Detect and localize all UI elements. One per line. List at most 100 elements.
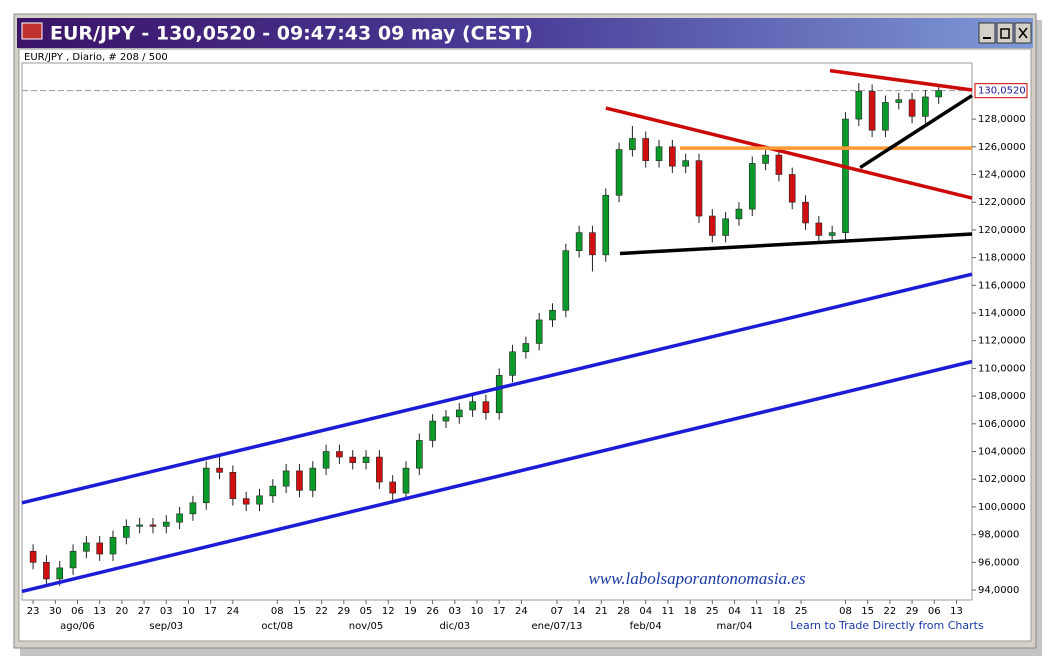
candle-body	[282, 470, 290, 487]
candle-body	[269, 485, 277, 497]
x-tick-label: 24	[515, 606, 528, 617]
candle-body	[775, 154, 783, 175]
x-tick-label: 29	[906, 606, 919, 617]
candle-body	[416, 440, 423, 469]
candle-body	[575, 232, 583, 251]
candle-body	[868, 91, 876, 131]
candle-body	[669, 146, 676, 167]
x-tick-label: 08	[271, 606, 284, 617]
x-tick-label: 06	[71, 606, 84, 617]
x-tick-label: 14	[573, 606, 586, 617]
candle-body	[202, 467, 210, 504]
y-tick-label: 96,0000	[978, 557, 1019, 568]
x-tick-label: 04	[639, 606, 652, 617]
candle-body	[642, 138, 650, 161]
candle-body	[842, 118, 849, 233]
minimize-button[interactable]	[978, 22, 996, 44]
candle-body	[322, 451, 330, 469]
plot-area	[21, 62, 973, 601]
x-tick-label: 30	[49, 606, 62, 617]
candle-body	[376, 456, 383, 483]
candle-body	[29, 550, 37, 563]
x-tick-label: 13	[93, 606, 106, 617]
x-tick-label: 06	[928, 606, 941, 617]
candle-body	[495, 375, 503, 414]
candle-body	[69, 550, 77, 569]
candle-body	[136, 524, 143, 527]
x-tick-label: 08	[839, 606, 852, 617]
x-tick-label: 17	[493, 606, 506, 617]
candle-body	[855, 91, 863, 120]
trend-line	[829, 68, 973, 92]
x-tick-label: 10	[471, 606, 484, 617]
month-label: dic/03	[439, 621, 470, 632]
candle-body	[296, 470, 303, 491]
x-tick-label: 04	[728, 606, 741, 617]
x-tick-label: 20	[116, 606, 129, 617]
window-title: EUR/JPY - 130,0520 - 09:47:43 09 may (CE…	[50, 23, 533, 45]
candle-body	[429, 420, 436, 441]
candle-body	[629, 138, 636, 150]
footer-link[interactable]: Learn to Trade Directly from Charts	[790, 619, 984, 632]
y-tick-label: 110,0000	[978, 363, 1026, 374]
candle-body	[788, 174, 796, 203]
candle-body	[189, 502, 197, 515]
candle-body	[908, 99, 916, 117]
y-tick-label: 104,0000	[978, 447, 1026, 458]
candle-body	[43, 562, 50, 580]
x-tick-label: 25	[706, 606, 719, 617]
candle-body	[442, 416, 450, 422]
candle-body	[535, 319, 543, 344]
month-label: mar/04	[716, 621, 752, 632]
trend-line	[619, 232, 973, 256]
candle-body	[109, 537, 117, 555]
candle-body	[589, 232, 596, 256]
last-price-label: 130,0520	[978, 86, 1026, 97]
candle-body	[229, 471, 237, 499]
y-tick-label: 114,0000	[978, 308, 1026, 319]
x-tick-label: 27	[138, 606, 151, 617]
candle-body	[469, 401, 476, 411]
trend-line	[21, 272, 973, 505]
x-tick-label: 22	[884, 606, 897, 617]
month-label: nov/05	[349, 621, 383, 632]
candle-body	[96, 542, 103, 555]
candle-body	[522, 343, 530, 353]
candle-body	[695, 160, 703, 217]
month-label: oct/08	[261, 621, 293, 632]
window-buttons[interactable]	[978, 22, 1032, 44]
chart-subtitle: EUR/JPY , Diario, # 208 / 500	[24, 52, 168, 63]
x-tick-label: 23	[27, 606, 40, 617]
x-tick-label: 13	[950, 606, 963, 617]
candle-body	[56, 567, 64, 580]
y-tick-label: 120,0000	[978, 225, 1026, 236]
candle-body	[549, 309, 556, 321]
candle-body	[336, 451, 343, 458]
y-tick-label: 102,0000	[978, 474, 1026, 485]
candle-body	[256, 495, 263, 505]
candle-body	[402, 467, 410, 494]
y-tick-label: 94,0000	[978, 585, 1019, 596]
x-tick-label: 03	[448, 606, 461, 617]
restore-button[interactable]	[996, 22, 1014, 44]
candle-body	[562, 250, 570, 311]
candle-body	[882, 102, 889, 131]
candle-body	[655, 146, 663, 161]
month-label: ene/07/13	[532, 621, 583, 632]
x-tick-label: 25	[795, 606, 808, 617]
x-tick-label: 28	[617, 606, 630, 617]
x-tick-label: 11	[662, 606, 675, 617]
x-tick-label: 29	[337, 606, 350, 617]
x-tick-label: 26	[426, 606, 439, 617]
candle-body	[162, 521, 170, 527]
x-tick-label: 12	[382, 606, 395, 617]
candle-body	[828, 232, 836, 236]
x-tick-label: 11	[750, 606, 763, 617]
x-tick-label: 18	[684, 606, 697, 617]
candle-body	[709, 215, 716, 236]
candle-body	[362, 456, 370, 463]
trend-line	[605, 106, 973, 200]
x-tick-label: 10	[182, 606, 195, 617]
x-tick-label: 07	[551, 606, 564, 617]
